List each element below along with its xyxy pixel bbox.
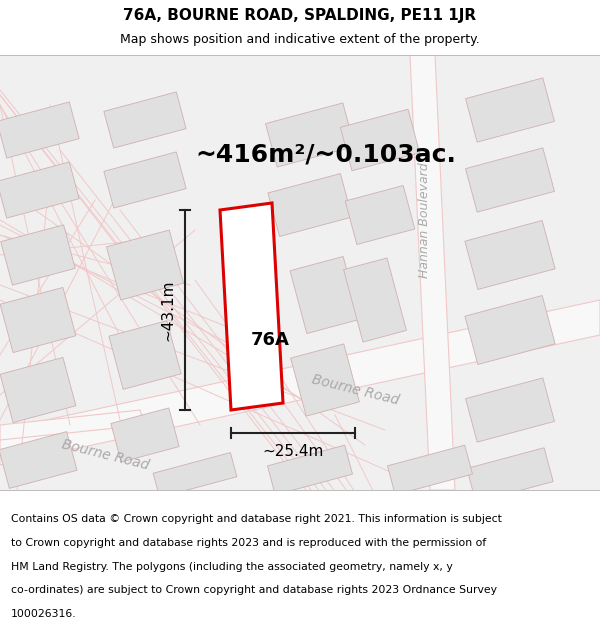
Text: ~25.4m: ~25.4m	[262, 444, 323, 459]
Polygon shape	[268, 174, 352, 236]
Polygon shape	[410, 55, 455, 490]
Text: Contains OS data © Crown copyright and database right 2021. This information is : Contains OS data © Crown copyright and d…	[11, 514, 502, 524]
Polygon shape	[1, 225, 75, 285]
Polygon shape	[106, 230, 184, 300]
Text: to Crown copyright and database rights 2023 and is reproduced with the permissio: to Crown copyright and database rights 2…	[11, 538, 486, 548]
Text: 76A, BOURNE ROAD, SPALDING, PE11 1JR: 76A, BOURNE ROAD, SPALDING, PE11 1JR	[124, 8, 476, 23]
Polygon shape	[268, 445, 353, 495]
Polygon shape	[0, 288, 76, 352]
Polygon shape	[104, 152, 186, 208]
Text: HM Land Registry. The polygons (including the associated geometry, namely x, y: HM Land Registry. The polygons (includin…	[11, 561, 452, 571]
Text: 100026316.: 100026316.	[11, 609, 76, 619]
Text: Bourne Road: Bourne Road	[60, 438, 150, 472]
Polygon shape	[340, 109, 419, 171]
Text: Map shows position and indicative extent of the property.: Map shows position and indicative extent…	[120, 33, 480, 46]
Text: Bourne Road: Bourne Road	[310, 372, 400, 408]
Polygon shape	[0, 102, 79, 158]
Polygon shape	[0, 55, 600, 490]
Text: Hannan Boulevard: Hannan Boulevard	[418, 162, 431, 278]
Text: ~43.1m: ~43.1m	[160, 279, 175, 341]
Polygon shape	[466, 378, 554, 442]
Polygon shape	[290, 344, 359, 416]
Polygon shape	[466, 78, 554, 142]
Polygon shape	[388, 445, 473, 495]
Polygon shape	[344, 258, 406, 342]
Polygon shape	[266, 103, 355, 167]
Polygon shape	[0, 410, 145, 440]
Polygon shape	[104, 92, 186, 148]
Polygon shape	[153, 452, 237, 498]
Text: ~416m²/~0.103ac.: ~416m²/~0.103ac.	[195, 143, 456, 167]
Polygon shape	[0, 162, 79, 218]
Polygon shape	[467, 448, 553, 503]
Polygon shape	[0, 357, 76, 422]
Polygon shape	[345, 186, 415, 244]
Text: 76A: 76A	[251, 331, 289, 349]
Polygon shape	[0, 432, 77, 488]
Polygon shape	[465, 296, 555, 364]
Polygon shape	[220, 203, 283, 410]
Text: co-ordinates) are subject to Crown copyright and database rights 2023 Ordnance S: co-ordinates) are subject to Crown copyr…	[11, 585, 497, 595]
Polygon shape	[0, 300, 600, 465]
Polygon shape	[109, 321, 181, 389]
Polygon shape	[111, 408, 179, 462]
Polygon shape	[466, 148, 554, 212]
Polygon shape	[465, 221, 555, 289]
Polygon shape	[290, 256, 360, 334]
